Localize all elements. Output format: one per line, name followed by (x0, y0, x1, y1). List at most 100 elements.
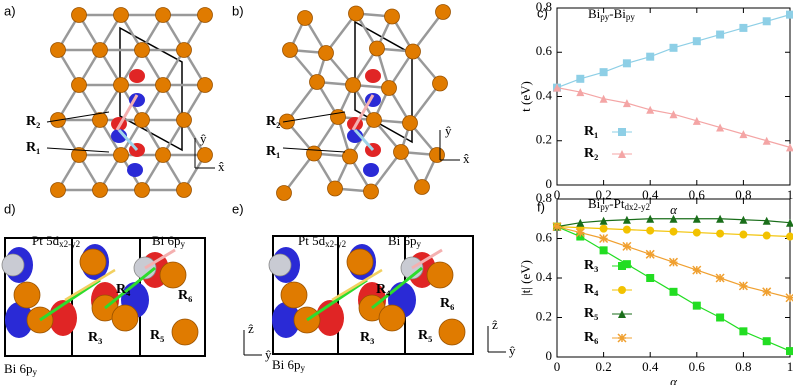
marker (786, 218, 793, 227)
atom (345, 77, 361, 93)
hop-vector (144, 248, 176, 270)
marker (622, 241, 632, 251)
atom (92, 42, 108, 58)
atom (50, 42, 66, 58)
atom (155, 147, 171, 163)
orbital-labels: Pt 5dx2-y2 Bi 6py Bi 6py Pt 5dx2-y2 Bi 6… (4, 233, 422, 377)
x-tick-label: 1 (787, 359, 793, 374)
bi-atom (79, 248, 107, 276)
bi-atom (13, 281, 41, 309)
marker (738, 281, 748, 291)
atom (369, 40, 385, 57)
atom (197, 147, 213, 163)
axis-glyph-labels: ŷ x̂ ŷ x̂ ẑ ŷ ẑ ŷ (200, 123, 516, 362)
bond (409, 82, 441, 124)
atom (318, 45, 334, 61)
marker (599, 233, 609, 244)
atom (155, 77, 171, 93)
atom (176, 112, 192, 128)
atom (429, 147, 445, 163)
legend-label: R₅ (584, 306, 598, 321)
atom (276, 185, 292, 201)
atom (435, 4, 451, 20)
panel-label: d) (4, 201, 16, 216)
vector-label: R₃ (360, 330, 374, 345)
bi-atom (171, 318, 199, 346)
y-tick-label: 0.2 (536, 132, 552, 147)
vector-label: R₂ (266, 114, 280, 129)
chart: 00.20.40.60.80 0.2 0.4 0.6 0.8 1αt (eV)Bipy-B… (518, 0, 793, 217)
marker (646, 52, 655, 61)
x-tick-label: 0 (554, 359, 561, 374)
vector-label: R₃ (88, 330, 102, 345)
atom (297, 10, 313, 26)
marker (762, 136, 771, 145)
bi-atom (346, 248, 374, 276)
hop-vector (371, 266, 423, 310)
y-tick-label: 0 (546, 348, 553, 363)
axis-glyph: ŷ (200, 131, 207, 146)
y-tick-label: 0.8 (536, 190, 552, 205)
axis-arrow (487, 326, 506, 353)
panel-label: f) (537, 199, 545, 214)
vector-label: R₄ (116, 282, 131, 297)
vector-labels: R₂ R₁ R₂ R₁ R₃ R₄ R₅ R₆ R₃ R₄ R₅ R₆ (26, 114, 454, 345)
vector-label: R₁ (26, 140, 40, 155)
axis-glyph: ẑ (492, 317, 498, 332)
marker (599, 216, 608, 225)
atom (414, 179, 430, 195)
atom (71, 77, 87, 93)
atom (309, 74, 325, 90)
cell-frame (4, 237, 206, 357)
y-tick-label: 0.6 (536, 229, 553, 244)
hop-vector (306, 278, 368, 322)
axis-glyph: ẑ (248, 321, 254, 336)
atom (92, 182, 108, 198)
panel-label: c) (537, 5, 548, 20)
orbital-lobe (127, 163, 143, 177)
bi-atom (438, 318, 466, 346)
marker (739, 130, 748, 139)
marker (785, 293, 793, 303)
x-tick-label: 0.8 (735, 359, 751, 374)
hop-vector (117, 128, 139, 152)
atom (366, 112, 382, 128)
orbital-label: Bi 6py (272, 357, 306, 373)
orbital-label: Pt 5dx2-y2 (32, 233, 80, 249)
orbital-label: Bi 6py (388, 233, 422, 249)
atom (197, 77, 213, 93)
plot-frame (556, 7, 791, 186)
y-tick-label: 0 (546, 176, 553, 191)
atom (176, 42, 192, 58)
marker (599, 246, 608, 255)
chart-title: Bipy-Bipy (588, 6, 635, 22)
axis-arrow (194, 138, 215, 169)
marker (599, 94, 608, 103)
atom (113, 77, 129, 93)
marker (646, 226, 655, 235)
marker (692, 301, 701, 310)
marker (669, 227, 678, 236)
hop-vector (353, 128, 375, 152)
bond (412, 11, 444, 53)
orbital-lobe (363, 163, 379, 177)
title-part: py (626, 12, 636, 22)
x-tick-label: 0 (554, 187, 561, 202)
leader (46, 111, 110, 123)
marker (599, 224, 608, 233)
legend-marker (618, 262, 626, 270)
structure-art (1, 4, 474, 357)
marker (669, 287, 678, 296)
axis-glyph: ŷ (509, 343, 516, 358)
y-tick-label: 0.2 (536, 308, 552, 323)
x-axis-label: α (670, 374, 678, 385)
atom (197, 7, 213, 23)
title-part: dx2-y2 (624, 202, 650, 212)
marker (622, 215, 631, 224)
bond (283, 152, 315, 194)
hop-vector (115, 94, 139, 131)
atom (134, 182, 150, 198)
marker (716, 123, 725, 132)
x-axis-label: α (670, 202, 678, 217)
bond (325, 12, 357, 54)
